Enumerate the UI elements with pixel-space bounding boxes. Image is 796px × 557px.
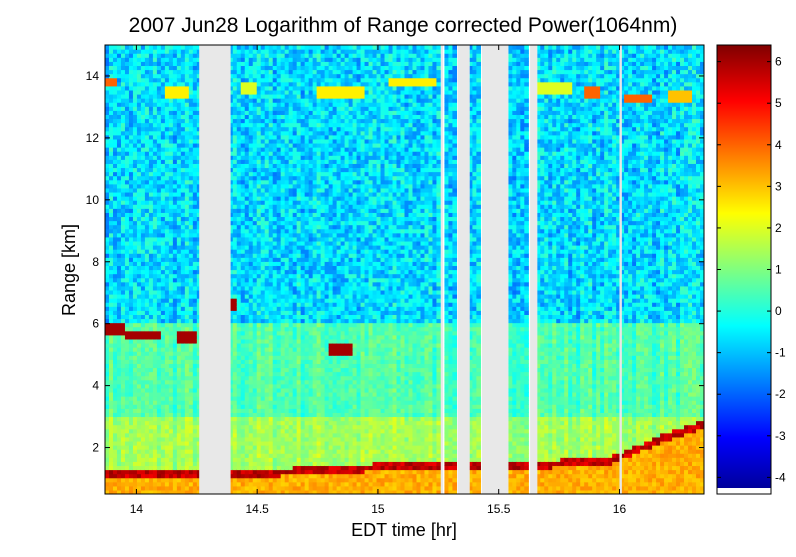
x-axis: 14 14.5 15 15.5 16 [130, 45, 627, 516]
y-tick-label-5: 12 [86, 131, 100, 145]
colorbar [717, 45, 771, 494]
colorbar-ticks: -4 -3 -2 -1 0 1 2 3 4 5 6 [717, 55, 786, 484]
y-tick-label-0: 2 [92, 441, 99, 455]
colorbar-tick-label-0: -4 [775, 470, 786, 484]
data-gap-2 [457, 45, 470, 494]
data-gap-4 [530, 45, 538, 494]
data-gap-0 [199, 45, 231, 494]
colorbar-tick-label-7: 3 [775, 179, 782, 193]
colorbar-tick-label-8: 4 [775, 138, 782, 152]
y-tick-label-4: 10 [86, 193, 100, 207]
colorbar-tick-label-6: 2 [775, 221, 782, 235]
colorbar-tick-label-10: 6 [775, 55, 782, 69]
data-gap-5 [619, 45, 622, 494]
chart-title: 2007 Jun28 Logarithm of Range corrected … [129, 14, 678, 37]
heatmap-image [105, 45, 704, 494]
y-tick-label-6: 14 [86, 69, 100, 83]
colorbar-tick-label-2: -2 [775, 387, 786, 401]
x-axis-label: EDT time [hr] [351, 520, 457, 540]
x-tick-label-0: 14 [130, 502, 144, 516]
x-tick-label-1: 14.5 [245, 502, 269, 516]
x-tick-label-4: 16 [613, 502, 627, 516]
y-axis-label: Range [km] [59, 224, 79, 316]
y-tick-label-1: 4 [92, 379, 99, 393]
x-tick-label-3: 15.5 [487, 502, 511, 516]
data-gap-3 [481, 45, 509, 494]
plot-frame [104, 44, 705, 495]
y-axis: 2 4 6 8 10 12 14 [86, 69, 704, 455]
colorbar-tick-label-1: -3 [775, 429, 786, 443]
colorbar-missing-swatch [717, 488, 771, 494]
y-tick-label-2: 6 [92, 317, 99, 331]
colorbar-tick-label-5: 1 [775, 263, 782, 277]
data-gap-1 [440, 45, 444, 494]
y-tick-label-3: 8 [92, 255, 99, 269]
x-tick-label-2: 15 [371, 502, 385, 516]
colorbar-tick-label-9: 5 [775, 96, 782, 110]
colorbar-tick-label-4: 0 [775, 304, 782, 318]
colorbar-tick-label-3: -1 [775, 346, 786, 360]
